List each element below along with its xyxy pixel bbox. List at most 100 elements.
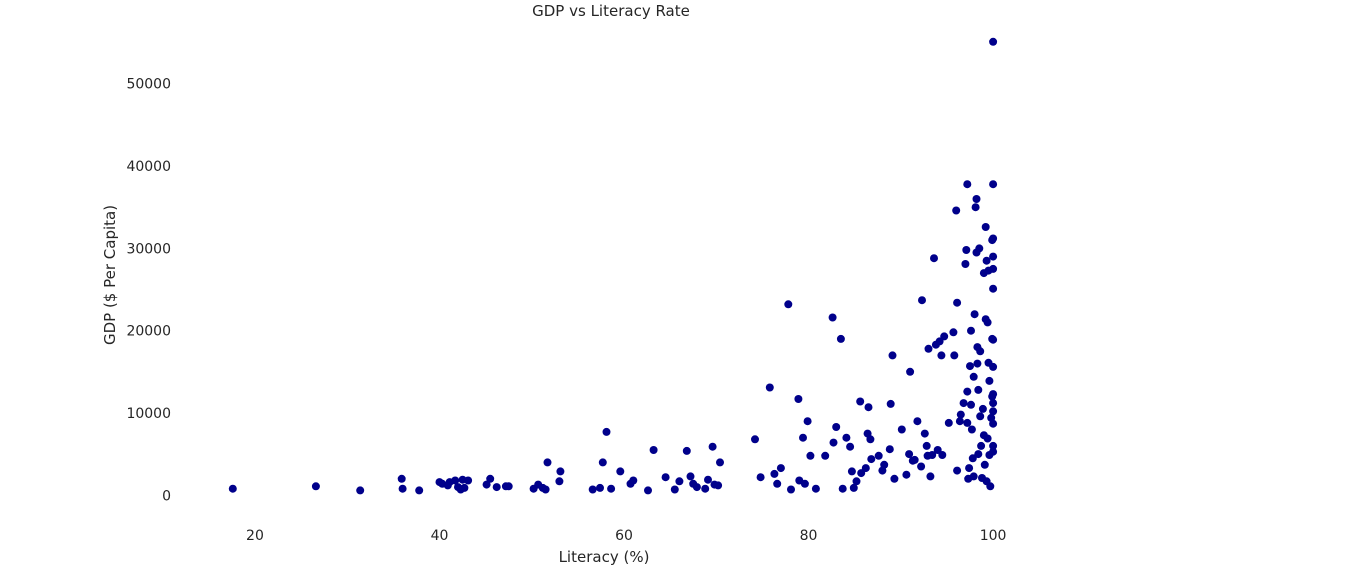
data-point [556, 467, 565, 476]
data-point [856, 397, 865, 406]
data-point [867, 455, 876, 464]
data-point [832, 423, 841, 431]
data-point [969, 472, 978, 481]
data-point [968, 454, 977, 463]
data-point [922, 441, 931, 450]
data-point [716, 458, 724, 467]
data-point [977, 441, 986, 450]
data-point [966, 362, 974, 371]
data-point [971, 203, 980, 212]
data-point [989, 399, 998, 408]
data-point [955, 417, 964, 426]
data-point [776, 464, 785, 473]
data-point [670, 485, 679, 494]
data-point [950, 351, 959, 360]
data-point [838, 484, 847, 493]
data-point [972, 195, 981, 203]
data-point [806, 451, 815, 460]
data-point [616, 467, 625, 476]
data-point [482, 480, 491, 489]
data-point [866, 435, 875, 444]
data-point [917, 462, 926, 471]
data-point [692, 483, 701, 492]
x-tick-label: 80 [800, 528, 818, 544]
data-point [969, 372, 978, 381]
x-axis-label: Literacy (%) [559, 548, 650, 566]
data-point [965, 464, 974, 473]
data-point [963, 180, 972, 189]
data-point [846, 442, 855, 451]
x-tick-label: 20 [246, 528, 264, 544]
data-point [598, 458, 607, 467]
data-point [397, 474, 406, 483]
data-point [989, 362, 998, 371]
data-point [989, 390, 998, 399]
data-point [888, 351, 897, 360]
data-point [989, 264, 998, 273]
data-point [981, 223, 990, 231]
data-point [963, 418, 972, 427]
data-point [938, 451, 947, 459]
data-point [918, 296, 926, 305]
data-point [978, 404, 987, 413]
data-point [989, 234, 998, 243]
x-tick-label: 60 [615, 528, 633, 544]
data-point [953, 466, 962, 475]
data-point [842, 433, 851, 442]
data-point [602, 427, 611, 436]
data-point [770, 469, 779, 478]
data-point [905, 450, 914, 459]
x-axis-ticks: 20 40 60 80 100 [246, 528, 1006, 544]
data-point [989, 407, 998, 416]
data-point [756, 473, 765, 482]
chart-title: GDP vs Literacy Rate [532, 2, 690, 20]
data-point [897, 425, 906, 434]
data-point [415, 486, 424, 495]
data-point [959, 399, 968, 408]
data-point [976, 347, 985, 356]
data-point [989, 180, 998, 189]
data-point [983, 318, 992, 327]
data-point [924, 344, 933, 353]
data-point [944, 418, 953, 427]
data-point [644, 486, 652, 495]
data-point [541, 485, 550, 494]
data-point [974, 450, 983, 459]
data-point [885, 445, 894, 454]
data-point [464, 476, 473, 485]
data-point [828, 313, 837, 322]
data-point [937, 351, 946, 360]
data-point [989, 441, 998, 450]
data-point [985, 376, 994, 385]
data-point [543, 458, 552, 467]
data-point [661, 473, 670, 482]
data-point [451, 476, 460, 485]
data-point [963, 387, 972, 396]
data-point [787, 485, 795, 494]
data-point [910, 455, 919, 464]
scatter-points [228, 37, 998, 495]
data-point [880, 460, 889, 469]
data-point [675, 477, 684, 486]
data-point [864, 403, 873, 412]
data-point [629, 476, 638, 485]
data-point [906, 367, 915, 376]
y-tick-label: 20000 [126, 324, 171, 340]
data-point [940, 332, 949, 341]
data-point [930, 254, 938, 263]
data-point [800, 479, 809, 488]
x-tick-label: 40 [431, 528, 449, 544]
data-point [228, 484, 237, 493]
data-point [967, 425, 976, 434]
data-point [708, 442, 717, 451]
data-point [714, 481, 723, 490]
data-point [989, 447, 998, 456]
data-point [989, 37, 998, 46]
y-axis-label: GDP ($ Per Capita) [101, 205, 119, 345]
data-point [847, 467, 856, 476]
data-point [952, 206, 961, 215]
data-point [980, 460, 989, 469]
data-point [492, 483, 501, 492]
y-tick-label: 30000 [126, 241, 171, 257]
